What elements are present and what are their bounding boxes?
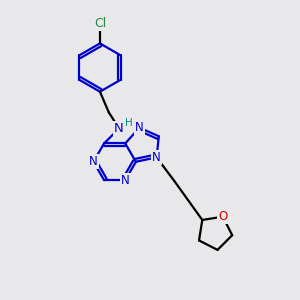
Text: N: N <box>152 151 161 164</box>
Text: N: N <box>121 174 130 187</box>
Text: Cl: Cl <box>94 17 106 30</box>
Text: O: O <box>218 210 227 223</box>
Text: N: N <box>114 122 124 135</box>
Text: N: N <box>135 121 144 134</box>
Text: N: N <box>89 155 98 168</box>
Text: H: H <box>124 118 132 128</box>
